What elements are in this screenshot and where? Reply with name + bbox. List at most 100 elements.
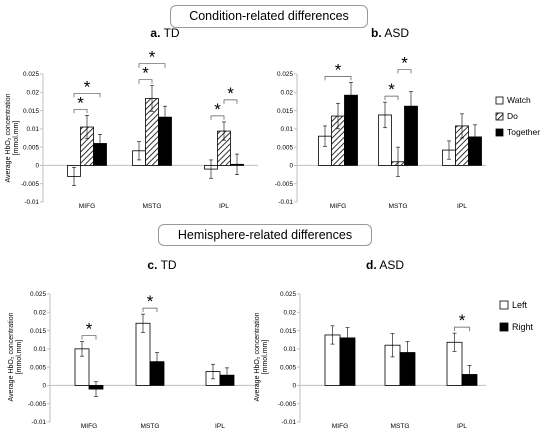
legend-label: Do	[507, 111, 518, 121]
y-tick-label: -0.01	[281, 419, 296, 426]
significance-bracket	[223, 99, 238, 104]
category-label: MIFG	[79, 203, 95, 210]
category-label: IPL	[457, 423, 467, 430]
significance-bracket	[210, 115, 225, 120]
y-tick-label: 0.025	[280, 291, 296, 298]
y-tick-label: 0.025	[23, 71, 39, 78]
legend-swatch	[495, 96, 504, 105]
category-label: MSTG	[390, 423, 409, 430]
y-axis-label: Average HbO₂ concentration	[8, 312, 15, 401]
y-tick-label: -0.005	[275, 181, 294, 188]
significance-star: *	[77, 93, 84, 112]
legend-swatch	[499, 322, 509, 332]
significance-bracket	[138, 79, 153, 84]
category-label: MIFG	[81, 423, 97, 430]
hemisphere-banner: Hemisphere-related differences	[158, 224, 372, 246]
y-axis-label-unit: [mmol.mm]	[262, 340, 269, 375]
y-tick-label: 0.005	[280, 364, 296, 371]
panel-title: d. ASD	[366, 258, 404, 272]
panel-title: c. TD	[147, 258, 176, 272]
y-axis-label-unit: [mmol.mm]	[16, 340, 23, 375]
significance-bracket	[81, 335, 97, 340]
y-tick-label: 0.015	[30, 328, 46, 335]
legend: Watch Do Together	[495, 95, 540, 137]
y-tick-label: -0.01	[24, 199, 39, 206]
y-tick-label: -0.005	[278, 401, 297, 408]
significance-star: *	[401, 54, 408, 73]
panel-letter: c.	[147, 258, 157, 272]
significance-star: *	[227, 84, 234, 103]
panel-title: a. TD	[150, 26, 179, 40]
y-tick-label: 0	[292, 383, 296, 390]
y-tick-label: 0	[35, 163, 39, 170]
category-label: MSTG	[388, 203, 407, 210]
y-tick-label: -0.005	[21, 181, 40, 188]
y-tick-label: 0.025	[277, 71, 293, 78]
y-tick-label: -0.01	[31, 419, 46, 426]
panel-title: b. ASD	[371, 26, 409, 40]
significance-bracket	[384, 95, 399, 101]
panel-c: -0.01 -0.005 0 0.005 0.01 0.015 0.02 0.025 MIFG M…	[8, 258, 258, 430]
significance-bracket	[73, 108, 88, 114]
legend: Left Right	[499, 300, 534, 332]
legend-label: Watch	[507, 95, 531, 105]
significance-star: *	[142, 64, 149, 83]
legend-label: Right	[512, 322, 534, 332]
y-tick-label: 0.02	[34, 309, 47, 316]
panel-title-text: TD	[164, 26, 180, 40]
y-tick-label: 0.015	[23, 108, 39, 115]
y-tick-label: 0.015	[277, 108, 293, 115]
significance-star: *	[388, 80, 395, 99]
y-tick-label: 0.01	[281, 126, 294, 133]
legend-swatch	[499, 300, 509, 310]
y-tick-label: 0.01	[27, 126, 40, 133]
y-tick-label: 0.02	[27, 89, 40, 96]
panel-letter: b.	[371, 26, 382, 40]
category-label: IPL	[215, 423, 225, 430]
significance-bracket	[324, 76, 352, 81]
y-tick-label: 0.005	[277, 144, 293, 151]
y-tick-label: 0	[42, 383, 46, 390]
significance-star: *	[214, 100, 221, 119]
y-tick-label: 0.015	[280, 328, 296, 335]
panel-title-text: ASD	[384, 26, 409, 40]
legend-label: Left	[512, 300, 528, 310]
y-tick-label: 0.01	[34, 346, 47, 353]
panel-b: -0.01 -0.005 0 0.005 0.01 0.015 0.02 0.025 MIFG M…	[275, 26, 540, 210]
y-tick-label: 0	[289, 163, 293, 170]
significance-star: *	[147, 292, 154, 311]
significance-bracket	[142, 307, 158, 313]
significance-star: *	[86, 320, 93, 339]
y-tick-label: 0.02	[281, 89, 294, 96]
category-label: MSTG	[140, 423, 159, 430]
legend-swatch	[495, 128, 504, 137]
y-axis-label: Average HbO₂ concentration	[5, 93, 12, 182]
y-tick-label: -0.005	[28, 401, 47, 408]
significance-star: *	[84, 77, 91, 96]
panel-title-text: TD	[161, 258, 177, 272]
y-tick-label: 0.01	[284, 346, 297, 353]
y-tick-label: 0.02	[284, 309, 297, 316]
condition-banner: Condition-related differences	[170, 5, 368, 28]
significance-star: *	[149, 48, 156, 67]
category-label: IPL	[457, 203, 467, 210]
panel-a: -0.01 -0.005 0 0.005 0.01 0.015 0.02 0.025 MIFG M…	[5, 26, 258, 210]
panel-letter: a.	[150, 26, 160, 40]
y-tick-label: 0.005	[30, 364, 46, 371]
y-tick-label: -0.01	[278, 199, 293, 206]
significance-bracket	[73, 92, 101, 98]
y-tick-label: 0.025	[30, 291, 46, 298]
panel-letter: d.	[366, 258, 377, 272]
panel-d: -0.01 -0.005 0 0.005 0.01 0.015 0.02 0.025 MIFG M…	[254, 258, 534, 430]
category-label: IPL	[219, 203, 229, 210]
significance-star: *	[335, 60, 342, 79]
significance-bracket	[138, 63, 166, 68]
category-label: MIFG	[332, 423, 348, 430]
legend-label: Together	[507, 127, 540, 137]
y-axis-label: Average HbO₂ concentration	[254, 312, 261, 401]
category-label: MIFG	[330, 203, 346, 210]
category-label: MSTG	[142, 203, 161, 210]
significance-bracket	[454, 326, 470, 332]
panel-title-text: ASD	[379, 258, 404, 272]
